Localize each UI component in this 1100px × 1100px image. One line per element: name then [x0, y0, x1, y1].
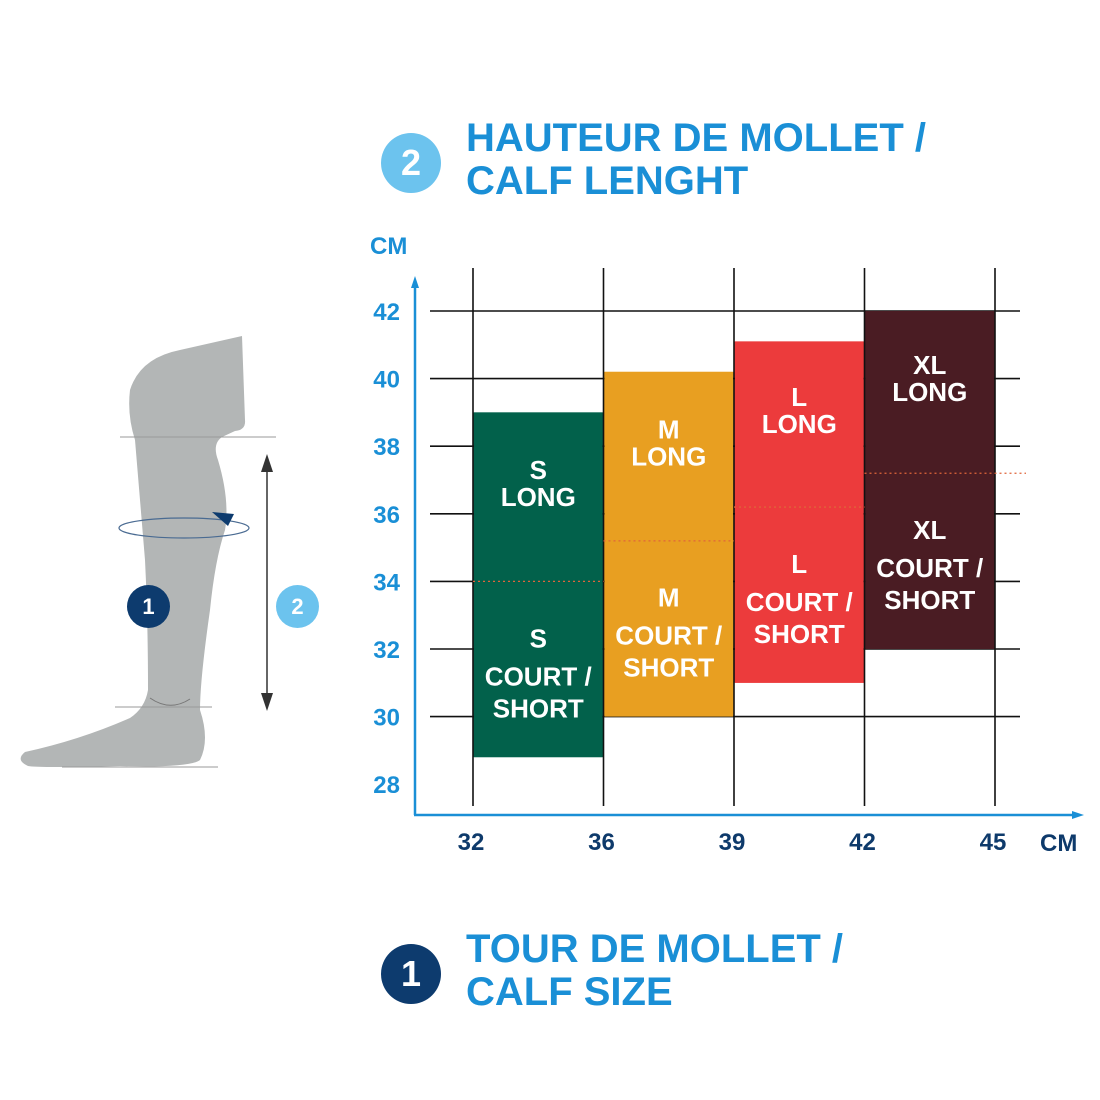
bar-fill [735, 341, 864, 683]
bar-label-short: SHORT [493, 693, 584, 723]
title-line: CALF SIZE [466, 970, 673, 1014]
bar-fill [474, 412, 603, 758]
bar-label-short: L [791, 549, 807, 579]
x-tick-label: 36 [588, 829, 615, 856]
y-tick-label: 30 [373, 705, 400, 732]
bar-label-short: COURT / [485, 661, 592, 691]
x-axis-label: CM [1040, 830, 1077, 857]
circumference-ring [118, 517, 250, 539]
y-tick-label: 42 [373, 299, 400, 326]
calf-length-badge: 2 [381, 133, 441, 193]
calf-size-badge: 1 [381, 944, 441, 1004]
bar-label-short: SHORT [754, 619, 845, 649]
bar-label-long: LONG [762, 409, 837, 439]
y-tick-label: 36 [373, 502, 400, 529]
bar-label-short: M [658, 583, 680, 613]
bar-label-short: S [530, 623, 547, 653]
bar-label-long: S [530, 455, 547, 485]
title-line: CALF LENGHT [466, 159, 749, 203]
leg-shape [20, 336, 246, 767]
x-tick-label: 32 [458, 829, 485, 856]
arrow-up-icon [261, 454, 273, 472]
arrowhead-icon [212, 512, 234, 526]
calf-size-title: TOUR DE MOLLET / CALF SIZE [466, 928, 843, 1014]
calf-length-title: HAUTEUR DE MOLLET / CALF LENGHT [466, 117, 926, 203]
calf-size-marker: 1 [127, 585, 170, 628]
title-line: HAUTEUR DE MOLLET / [466, 116, 926, 160]
bar-label-long: M [658, 414, 680, 444]
bar-label-long: LONG [892, 377, 967, 407]
title-line: TOUR DE MOLLET / [466, 927, 844, 971]
x-axis-arrow-icon [1072, 811, 1084, 819]
leg-illustration [20, 336, 276, 768]
bar-label-short: COURT / [615, 621, 722, 651]
bar-label-long: LONG [631, 441, 706, 471]
bar-label-long: XL [913, 350, 946, 380]
x-tick-label: 45 [980, 829, 1007, 856]
bar-label-short: SHORT [884, 585, 975, 615]
y-tick-label: 40 [373, 367, 400, 394]
bar-label-short: SHORT [623, 653, 714, 683]
y-axis-label: CM [370, 233, 407, 260]
bar-label-short: COURT / [876, 553, 983, 583]
y-tick-label: 32 [373, 637, 400, 664]
bar-label-long: LONG [501, 482, 576, 512]
bar-label-short: COURT / [746, 587, 853, 617]
bar-fill [865, 311, 994, 649]
x-tick-label: 42 [849, 829, 876, 856]
x-tick-label: 39 [719, 829, 746, 856]
arrow-down-icon [261, 693, 273, 711]
bar-fill [604, 371, 733, 717]
bar-label-long: L [791, 382, 807, 412]
y-tick-label: 34 [373, 569, 400, 596]
bar-label-short: XL [913, 515, 946, 545]
y-tick-label: 28 [373, 772, 400, 799]
y-axis-arrow-icon [411, 276, 419, 288]
calf-length-marker: 2 [276, 585, 319, 628]
y-tick-label: 38 [373, 434, 400, 461]
